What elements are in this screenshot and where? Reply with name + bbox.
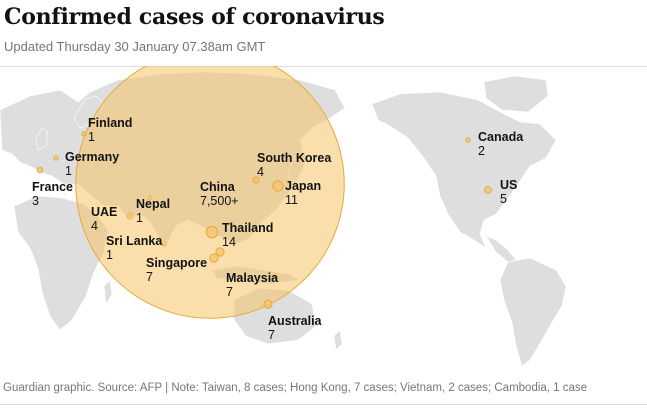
place-canada: Canada 2 bbox=[478, 130, 523, 158]
case-bubble-france bbox=[36, 166, 44, 174]
place-count: 4 bbox=[257, 165, 264, 179]
place-name: South Korea bbox=[257, 151, 332, 165]
place-china: China 7,500+ bbox=[200, 180, 239, 208]
madagascar-landmass bbox=[103, 279, 113, 305]
place-uae: UAE 4 bbox=[91, 205, 117, 233]
source-note: Guardian graphic. Source: AFP | Note: Ta… bbox=[3, 382, 588, 394]
place-count: 14 bbox=[222, 235, 236, 249]
place-name: Malaysia bbox=[226, 271, 279, 285]
place-name: Germany bbox=[65, 150, 120, 164]
place-sri-lanka: Sri Lanka 1 bbox=[106, 234, 162, 262]
place-germany: Germany 1 bbox=[65, 150, 119, 178]
bottom-divider bbox=[0, 404, 647, 405]
place-name: France bbox=[32, 180, 73, 194]
south-america-landmass bbox=[499, 257, 567, 367]
place-nepal: Nepal 1 bbox=[136, 197, 170, 225]
place-name: Japan bbox=[285, 179, 322, 193]
place-malaysia: Malaysia 7 bbox=[226, 271, 278, 299]
chart-title: Confirmed cases of coronavirus bbox=[4, 4, 385, 30]
place-count: 1 bbox=[88, 130, 95, 144]
north-america-landmass bbox=[371, 91, 557, 249]
case-bubble-south-korea bbox=[252, 176, 260, 184]
place-australia: Australia 7 bbox=[268, 314, 322, 342]
place-us: US 5 bbox=[500, 178, 517, 206]
case-bubble-malaysia bbox=[215, 247, 225, 257]
case-bubble-us bbox=[484, 186, 492, 194]
greenland-landmass bbox=[483, 75, 549, 113]
new-zealand-landmass bbox=[333, 329, 343, 351]
place-france: France 3 bbox=[32, 180, 73, 208]
world-map bbox=[0, 66, 567, 367]
case-bubble-singapore bbox=[209, 253, 219, 263]
place-count: 4 bbox=[91, 219, 98, 233]
case-bubble-japan bbox=[272, 180, 284, 192]
place-count: 7 bbox=[268, 328, 275, 342]
top-divider bbox=[0, 66, 647, 67]
place-name: Thailand bbox=[222, 221, 274, 235]
place-count: 1 bbox=[106, 248, 113, 262]
case-bubble-canada bbox=[465, 137, 471, 143]
place-name: China bbox=[200, 180, 235, 194]
case-bubble-thailand bbox=[205, 225, 219, 239]
place-count: 5 bbox=[500, 192, 507, 206]
place-name: Finland bbox=[88, 116, 133, 130]
place-name: Singapore bbox=[146, 256, 208, 270]
place-name: Sri Lanka bbox=[106, 234, 163, 248]
place-count: 7 bbox=[146, 270, 153, 284]
place-japan: Japan 11 bbox=[285, 179, 321, 207]
place-count: 11 bbox=[285, 193, 298, 207]
place-name: UAE bbox=[91, 205, 118, 219]
place-count: 3 bbox=[32, 194, 39, 208]
place-count: 1 bbox=[65, 164, 72, 178]
place-count: 7,500+ bbox=[200, 194, 239, 208]
place-count: 1 bbox=[136, 211, 143, 225]
place-south-korea: South Korea 4 bbox=[257, 151, 331, 179]
place-name: Canada bbox=[478, 130, 524, 144]
case-bubble-germany bbox=[53, 155, 59, 161]
case-bubble-china bbox=[75, 66, 345, 319]
place-finland: Finland 1 bbox=[88, 116, 132, 144]
place-name: US bbox=[500, 178, 518, 192]
place-name: Nepal bbox=[136, 197, 171, 211]
place-thailand: Thailand 14 bbox=[222, 221, 273, 249]
place-singapore: Singapore 7 bbox=[146, 256, 207, 284]
central-america-landmass bbox=[485, 235, 517, 263]
place-name: Australia bbox=[268, 314, 322, 328]
updated-timestamp: Updated Thursday 30 January 07.38am GMT bbox=[4, 39, 266, 54]
case-bubble-australia bbox=[263, 299, 273, 309]
place-count: 7 bbox=[226, 285, 233, 299]
place-count: 2 bbox=[478, 144, 485, 158]
britain-landmass bbox=[35, 127, 49, 151]
